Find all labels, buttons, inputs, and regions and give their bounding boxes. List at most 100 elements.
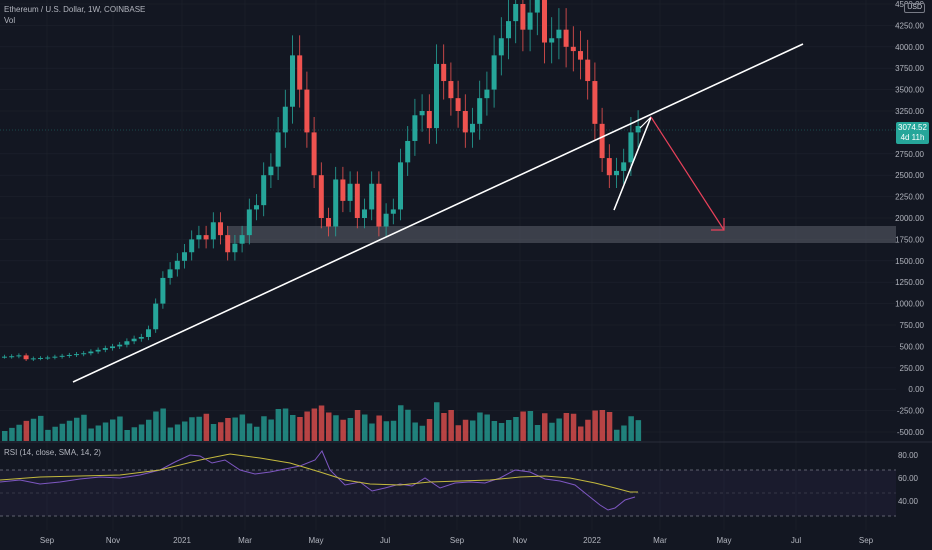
volume-bar xyxy=(160,408,166,441)
volume-bar xyxy=(23,420,30,441)
volume-bar xyxy=(189,417,195,441)
time-tick-label: Nov xyxy=(513,536,527,545)
rsi-tick-label: 80.00 xyxy=(898,451,919,460)
volume-bar xyxy=(592,410,598,441)
rsi-axis[interactable]: 80.00 60.00 40.00 xyxy=(898,451,919,506)
candle-body xyxy=(347,183,353,201)
ascending-trendline[interactable] xyxy=(72,43,804,383)
candle-body xyxy=(95,349,101,352)
candle-body xyxy=(498,38,504,56)
candle-body xyxy=(426,111,432,129)
volume-bar xyxy=(282,408,289,441)
candle-body xyxy=(254,205,259,210)
time-tick-label: Jul xyxy=(380,536,390,545)
candle-body xyxy=(506,21,511,39)
time-tick-label: Mar xyxy=(653,536,667,545)
volume-bar xyxy=(614,429,620,441)
volume-bar xyxy=(491,421,498,441)
volume-series xyxy=(2,402,642,441)
candle-body xyxy=(628,132,634,163)
candle-body xyxy=(30,358,36,360)
price-tick-label: 3500.00 xyxy=(895,86,924,95)
volume-bar xyxy=(182,421,188,441)
volume-bar xyxy=(153,411,159,441)
candle-body xyxy=(419,111,425,116)
volume-bar xyxy=(30,418,37,441)
volume-bar xyxy=(606,412,613,441)
candle-body xyxy=(138,336,144,339)
volume-bar xyxy=(419,425,426,441)
candle-body xyxy=(592,81,598,124)
candle-body xyxy=(297,55,303,90)
candle-body xyxy=(556,29,562,39)
last-price-tag: 3074.52 4d 11h xyxy=(896,122,929,144)
volume-bar xyxy=(527,411,534,441)
volume-bar xyxy=(232,417,238,441)
volume-bar xyxy=(484,414,490,441)
candle-body xyxy=(563,29,569,47)
time-tick-label: Nov xyxy=(106,536,120,545)
volume-bar xyxy=(398,405,404,441)
volume-bar xyxy=(412,422,418,441)
time-axis[interactable]: Sep Nov 2021 Mar May Jul Sep Nov 2022 Mar May Jul Se… xyxy=(40,536,874,545)
volume-bar xyxy=(362,414,368,441)
volume-bar xyxy=(585,419,591,441)
volume-bar xyxy=(578,426,584,441)
price-tick-label: -250.00 xyxy=(897,407,925,416)
volume-bar xyxy=(534,425,541,441)
candle-body xyxy=(66,354,72,356)
volume-bar xyxy=(326,412,332,441)
volume-bar xyxy=(347,418,354,441)
candle-body xyxy=(520,4,526,30)
rsi-line xyxy=(0,450,636,511)
candle-body xyxy=(369,183,375,210)
volume-bar xyxy=(470,420,476,441)
candle-body xyxy=(52,356,58,358)
currency-label[interactable]: USD xyxy=(904,3,925,13)
volume-bar xyxy=(102,422,109,441)
candle-body xyxy=(484,89,490,99)
volume-bar xyxy=(462,419,469,441)
candle-body xyxy=(542,0,547,43)
volume-legend[interactable]: Vol xyxy=(4,16,16,25)
price-tick-label: -500.00 xyxy=(897,428,925,437)
volume-bar xyxy=(167,427,174,441)
volume-bar xyxy=(225,418,231,441)
volume-bar xyxy=(203,413,210,441)
volume-bar xyxy=(88,428,94,441)
volume-bar xyxy=(95,425,102,441)
candle-body xyxy=(153,303,159,330)
volume-bar xyxy=(9,427,15,441)
candle-body xyxy=(621,162,627,171)
candle-body xyxy=(38,357,43,359)
volume-bar xyxy=(369,423,375,441)
candle-body xyxy=(311,132,317,176)
candle-body xyxy=(131,338,137,342)
price-tick-label: 2250.00 xyxy=(895,193,924,202)
candle-body xyxy=(210,222,216,240)
candle-body xyxy=(167,269,173,278)
volume-bar xyxy=(621,425,627,441)
volume-bar xyxy=(311,408,318,441)
rsi-legend[interactable]: RSI (14, close, SMA, 14, 2) xyxy=(4,448,101,457)
candle-body xyxy=(275,132,281,167)
symbol-title[interactable]: Ethereum / U.S. Dollar, 1W, COINBASE xyxy=(4,5,146,14)
volume-bar xyxy=(2,431,8,441)
price-tick-label: 4250.00 xyxy=(895,21,924,30)
candle-body xyxy=(268,166,274,176)
candle-body xyxy=(448,81,454,99)
volume-bar xyxy=(383,421,390,441)
candle-body xyxy=(81,353,87,355)
volume-bar xyxy=(570,413,577,441)
candle-body xyxy=(110,346,115,349)
volume-bar xyxy=(498,423,505,441)
bearish-projection-arrow[interactable] xyxy=(650,116,725,231)
volume-bar xyxy=(477,412,483,441)
time-tick-label: 2021 xyxy=(173,536,191,545)
volume-bar xyxy=(38,415,44,441)
price-tick-label: 500.00 xyxy=(900,342,925,351)
time-tick-label: May xyxy=(716,536,731,545)
volume-bar xyxy=(261,416,267,441)
price-axis[interactable]: 4500.004250.004000.003750.003500.003250.… xyxy=(895,0,924,437)
